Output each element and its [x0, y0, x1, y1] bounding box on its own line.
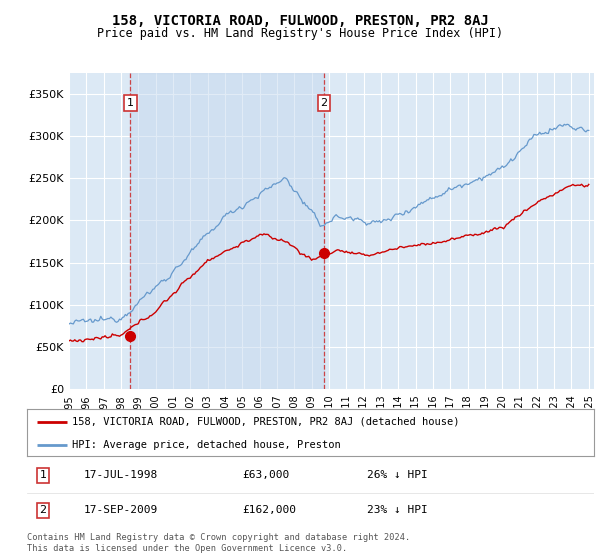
Text: 1: 1: [40, 470, 46, 480]
Text: £63,000: £63,000: [242, 470, 290, 480]
Text: 2: 2: [320, 98, 328, 108]
Text: 23% ↓ HPI: 23% ↓ HPI: [367, 505, 428, 515]
Text: Contains HM Land Registry data © Crown copyright and database right 2024.
This d: Contains HM Land Registry data © Crown c…: [27, 533, 410, 553]
Text: HPI: Average price, detached house, Preston: HPI: Average price, detached house, Pres…: [73, 440, 341, 450]
Text: 158, VICTORIA ROAD, FULWOOD, PRESTON, PR2 8AJ (detached house): 158, VICTORIA ROAD, FULWOOD, PRESTON, PR…: [73, 417, 460, 427]
Text: £162,000: £162,000: [242, 505, 296, 515]
Text: 26% ↓ HPI: 26% ↓ HPI: [367, 470, 428, 480]
Text: 1: 1: [127, 98, 134, 108]
Text: 2: 2: [40, 505, 46, 515]
Text: 17-SEP-2009: 17-SEP-2009: [84, 505, 158, 515]
Text: Price paid vs. HM Land Registry's House Price Index (HPI): Price paid vs. HM Land Registry's House …: [97, 27, 503, 40]
Text: 17-JUL-1998: 17-JUL-1998: [84, 470, 158, 480]
Text: 158, VICTORIA ROAD, FULWOOD, PRESTON, PR2 8AJ: 158, VICTORIA ROAD, FULWOOD, PRESTON, PR…: [112, 14, 488, 28]
Bar: [130, 73, 324, 389]
